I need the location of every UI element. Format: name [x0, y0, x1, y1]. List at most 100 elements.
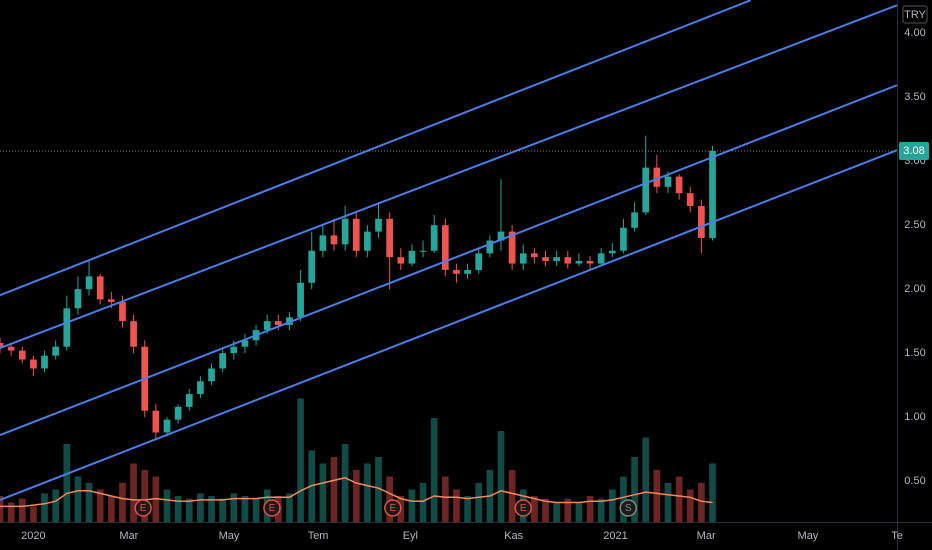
candle-body — [96, 276, 104, 300]
y-tick-label: 2.50 — [904, 219, 925, 231]
candle-body — [330, 235, 338, 245]
volume-bar — [542, 498, 549, 522]
candle-body — [74, 289, 82, 309]
x-tick-label: Te — [891, 530, 903, 542]
channel-line — [0, 84, 897, 437]
volume-bar — [330, 457, 338, 522]
volume-bar — [709, 463, 716, 522]
y-tick-label: 1.50 — [904, 347, 925, 359]
y-tick-label: 4.00 — [904, 27, 925, 39]
candle-body — [208, 368, 215, 382]
volume-bar — [553, 502, 560, 522]
volume-bar — [197, 493, 204, 522]
candle-body — [18, 350, 26, 360]
candle-body — [597, 253, 605, 264]
candle-body — [675, 176, 683, 194]
candle-body — [107, 299, 115, 302]
candle-body — [531, 253, 538, 258]
candle-body — [219, 353, 226, 369]
volume-bar — [0, 496, 4, 522]
candle-body — [30, 359, 37, 369]
volume-bar — [130, 463, 137, 522]
last-price-box — [899, 141, 929, 160]
candle-body — [564, 257, 572, 264]
volume-bar — [319, 463, 327, 522]
event-marker[interactable] — [619, 499, 637, 517]
channel-line — [0, 0, 752, 297]
candle-body — [308, 250, 316, 283]
candle-body — [608, 250, 616, 254]
currency-label: TRY — [904, 9, 926, 21]
event-label: E — [140, 503, 147, 514]
x-tick-label: Eyl — [403, 530, 418, 542]
volume-bar — [252, 498, 260, 522]
candle-body — [241, 340, 249, 347]
candle-body — [620, 227, 627, 251]
volume-bar — [675, 476, 683, 522]
volume-bar — [219, 498, 226, 522]
y-tick-label: 1.00 — [904, 411, 925, 423]
volume-bar — [141, 470, 149, 522]
volume-bar — [241, 496, 249, 522]
candle-body — [7, 346, 15, 351]
volume-bar — [464, 496, 471, 522]
candle-body — [130, 321, 137, 347]
event-label: S — [625, 503, 632, 514]
channel-line — [0, 4, 897, 350]
candle-body — [41, 355, 48, 369]
y-tick-label: 2.00 — [904, 283, 925, 295]
volume-bar — [96, 489, 104, 522]
event-marker[interactable] — [514, 499, 532, 517]
volume-bar — [631, 457, 638, 522]
volume-bar — [30, 506, 37, 522]
volume-bar — [286, 493, 293, 522]
candle-body — [430, 225, 438, 251]
volume-bar — [608, 489, 616, 522]
volume-bar — [564, 498, 572, 522]
candle-body — [163, 419, 171, 433]
volume-bar — [575, 502, 583, 522]
candle-body — [698, 205, 705, 238]
volume-bar — [63, 444, 71, 522]
volume-bar — [341, 444, 349, 522]
candle-body — [653, 167, 661, 187]
event-marker[interactable] — [263, 499, 281, 517]
event-label: E — [389, 503, 396, 514]
candle-body — [408, 250, 416, 264]
volume-bar — [85, 483, 93, 522]
candle-body — [686, 193, 694, 206]
candle-body — [230, 346, 238, 354]
candle-body — [475, 253, 483, 270]
candle-body — [52, 346, 60, 356]
candle-body — [375, 218, 382, 232]
volume-bar — [230, 493, 238, 522]
candle-body — [174, 406, 182, 420]
volume-bar — [163, 489, 171, 522]
candle-body — [464, 269, 471, 274]
event-marker[interactable] — [134, 499, 152, 517]
volume-bar — [597, 498, 605, 522]
candle-body — [341, 218, 349, 245]
volume-bar — [174, 496, 182, 522]
candle-body — [364, 231, 371, 251]
volume-bar — [185, 498, 193, 522]
x-tick-label: May — [798, 530, 819, 542]
volume-bar — [74, 476, 82, 522]
volume-bar — [453, 489, 460, 522]
candle-body — [497, 231, 505, 241]
candle-body — [709, 150, 716, 238]
volume-bar — [441, 476, 449, 522]
currency-box[interactable] — [902, 5, 928, 24]
event-marker[interactable] — [384, 499, 402, 517]
candle-body — [297, 282, 304, 318]
candle-body — [319, 235, 327, 251]
volume-bar — [586, 496, 594, 522]
candle-body — [508, 231, 516, 264]
volume-bar — [419, 483, 427, 522]
candle-body — [586, 261, 594, 264]
volume-bar — [18, 498, 26, 522]
volume-bar — [430, 418, 438, 522]
x-tick-label: May — [219, 530, 240, 542]
